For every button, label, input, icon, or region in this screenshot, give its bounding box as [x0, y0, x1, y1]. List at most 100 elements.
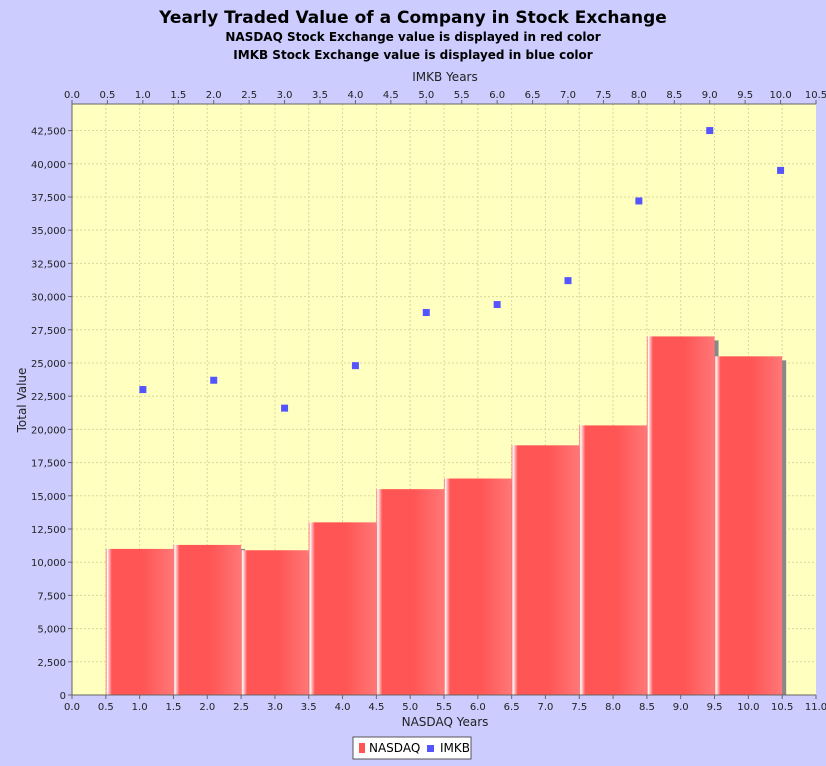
x-tick-label-4: 2.0	[199, 702, 215, 713]
y-tick-label-11: 27,500	[31, 326, 66, 337]
x-tick-labels: 0.0 0.5 1.0 1.5 2.0 2.5 3.0 3.5 4.0 4.5 5.0 5.5 6.0 6…	[64, 702, 826, 713]
y-tick-label-0: 0	[60, 691, 66, 702]
x-tick-label-7: 3.5	[301, 702, 317, 713]
y-tick-labels: 0 2,500 5,000 7,500 10,000 12,500 15,000 17,500…	[31, 127, 66, 702]
imkb-point-5	[493, 301, 501, 309]
x-tick-label-14: 7.0	[538, 702, 554, 713]
x-tick-label-21: 10.5	[771, 702, 793, 713]
x2-tick-label-3: 1.5	[170, 90, 186, 101]
legend-swatch-imkb	[427, 745, 434, 752]
nasdaq-bar-7	[579, 425, 647, 695]
x-tick-label-0: 0.0	[64, 702, 80, 713]
x2-tick-label-16: 8.0	[631, 90, 647, 101]
nasdaq-bar-5	[444, 478, 512, 695]
legend: NASDAQ IMKB	[352, 736, 472, 760]
legend-swatch-nasdaq	[359, 743, 365, 753]
nasdaq-bar-0	[105, 548, 174, 695]
x-tick-label-1: 0.5	[98, 702, 114, 713]
x-tick-label-15: 7.5	[571, 702, 587, 713]
x2-tick-label-14: 7.0	[560, 90, 576, 101]
x2-tick-label-7: 3.5	[312, 90, 328, 101]
imkb-point-2	[281, 404, 289, 412]
y-tick-label-2: 5,000	[37, 625, 66, 636]
x-tick-label-20: 10.0	[737, 702, 759, 713]
x-tick-label-8: 4.0	[335, 702, 351, 713]
imkb-point-1	[210, 376, 218, 384]
x-axis-label: NASDAQ Years	[402, 715, 489, 729]
x2-tick-label-12: 6.0	[489, 90, 505, 101]
y-tick-label-13: 32,500	[31, 259, 66, 270]
imkb-point-0	[139, 386, 147, 394]
x2-tick-label-11: 5.5	[454, 90, 470, 101]
imkb-point-9	[777, 166, 785, 174]
x-tick-label-18: 9.0	[673, 702, 689, 713]
chart-title: Yearly Traded Value of a Company in Stoc…	[158, 8, 667, 28]
legend-box	[352, 736, 472, 760]
imkb-point-4	[422, 309, 430, 317]
x2-tick-label-9: 4.5	[383, 90, 399, 101]
legend-label-imkb: IMKB	[440, 741, 470, 755]
y-tick-label-5: 12,500	[31, 525, 66, 536]
x2-tick-label-1: 0.5	[99, 90, 115, 101]
y-tick-label-15: 37,500	[31, 193, 66, 204]
y-tick-label-16: 40,000	[31, 160, 66, 171]
x2-tick-label-5: 2.5	[241, 90, 257, 101]
x-tick-label-9: 4.5	[368, 702, 384, 713]
x-tick-label-19: 9.5	[707, 702, 723, 713]
legend-label-nasdaq: NASDAQ	[369, 741, 420, 755]
y-tick-label-9: 22,500	[31, 392, 66, 403]
nasdaq-bar-3	[308, 522, 377, 695]
x-tick-label-5: 2.5	[233, 702, 249, 713]
nasdaq-bar-9	[714, 356, 783, 695]
y-tick-label-17: 42,500	[31, 127, 66, 138]
x-tick-label-13: 6.5	[504, 702, 520, 713]
imkb-point-3	[351, 362, 359, 370]
x-tick-label-17: 8.5	[639, 702, 655, 713]
nasdaq-bar-6	[511, 445, 580, 695]
imkb-point-6	[564, 277, 572, 285]
y-tick-label-3: 7,500	[37, 591, 66, 602]
x2-tick-label-10: 5.0	[418, 90, 434, 101]
nasdaq-bars	[105, 336, 783, 695]
y-axis-label: Total Value	[15, 368, 29, 434]
y-tick-label-12: 30,000	[31, 293, 66, 304]
chart-subtitle-2: IMKB Stock Exchange value is displayed i…	[233, 48, 593, 62]
imkb-points	[139, 127, 785, 412]
x-tick-label-10: 5.0	[402, 702, 418, 713]
x2-tick-label-0: 0.0	[64, 90, 80, 101]
y-tick-label-6: 15,000	[31, 492, 66, 503]
x2-tick-label-17: 8.5	[666, 90, 682, 101]
x2-tick-label-4: 2.0	[206, 90, 222, 101]
y-tick-label-10: 25,000	[31, 359, 66, 370]
imkb-point-7	[635, 197, 643, 205]
x2-tick-label-6: 3.0	[277, 90, 293, 101]
x-tick-label-2: 1.0	[132, 702, 148, 713]
y-tick-label-8: 20,000	[31, 425, 66, 436]
x2-tick-label-19: 9.5	[737, 90, 753, 101]
x2-tick-label-15: 7.5	[595, 90, 611, 101]
x-tick-label-11: 5.5	[436, 702, 452, 713]
y-tick-label-4: 10,000	[31, 558, 66, 569]
x2-tick-label-21: 10.5	[805, 90, 826, 101]
nasdaq-bar-4	[376, 489, 444, 695]
x2-tick-label-18: 9.0	[702, 90, 718, 101]
x-tick-label-12: 6.0	[470, 702, 486, 713]
nasdaq-bar-8	[646, 336, 715, 695]
imkb-point-8	[706, 127, 714, 135]
y-tick-label-1: 2,500	[37, 658, 66, 669]
x2-tick-label-20: 10.0	[769, 90, 791, 101]
axes	[68, 100, 817, 699]
y-tick-label-7: 17,500	[31, 459, 66, 470]
x2-tick-label-2: 1.0	[135, 90, 151, 101]
nasdaq-bar-1	[173, 544, 242, 695]
x-tick-label-16: 8.0	[605, 702, 621, 713]
x-tick-label-22: 11.0	[805, 702, 826, 713]
chart-subtitle-1: NASDAQ Stock Exchange value is displayed…	[225, 30, 600, 44]
x-tick-label-6: 3.0	[267, 702, 283, 713]
x2-tick-label-13: 6.5	[525, 90, 541, 101]
nasdaq-bar-2	[241, 550, 309, 695]
x2-axis-label: IMKB Years	[412, 70, 477, 84]
x2-tick-label-8: 4.0	[347, 90, 363, 101]
y-tick-label-14: 35,000	[31, 226, 66, 237]
